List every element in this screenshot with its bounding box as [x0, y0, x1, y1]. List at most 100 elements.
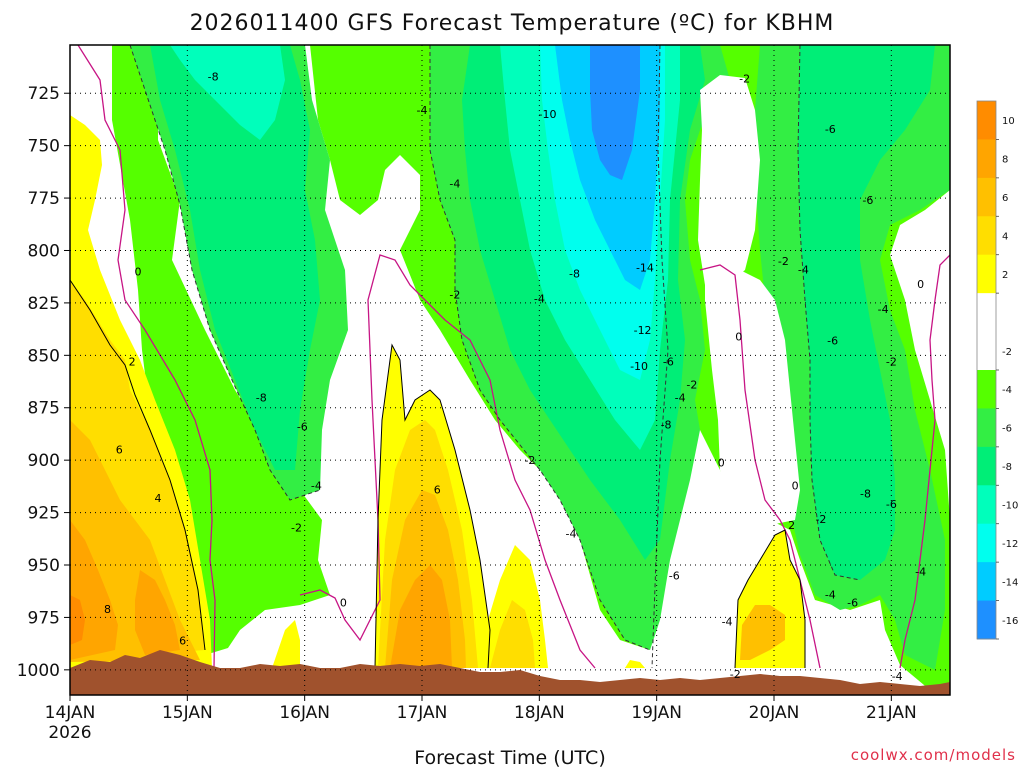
- colorbar-label: -12: [1002, 539, 1018, 550]
- colorbar-label: 2: [1002, 270, 1008, 281]
- colorbar-swatch: [977, 177, 996, 217]
- y-tick-label: 1000: [17, 661, 60, 681]
- temperature-field: [70, 45, 950, 690]
- y-tick-label: 900: [28, 451, 60, 471]
- colorbar-swatch: [977, 216, 996, 256]
- contour-label: -4: [798, 263, 809, 276]
- band-white-hole-20jan-b: [705, 265, 800, 525]
- contour-label: -2: [524, 454, 535, 467]
- band-warm-17jan-8: [390, 565, 452, 668]
- colorbar-label: -4: [1002, 385, 1012, 396]
- band-warm-16jan: [272, 620, 300, 668]
- contour-label: -4: [311, 479, 322, 492]
- x-axis-title: Forecast Time (UTC): [414, 747, 605, 768]
- y-tick-label: 800: [28, 241, 60, 261]
- colorbar-swatch: [977, 254, 996, 294]
- contour-label: 4: [155, 492, 162, 505]
- colorbar-label: -8: [1002, 462, 1012, 473]
- contour-label: -4: [417, 104, 428, 117]
- colorbar-swatch: [977, 139, 996, 179]
- contour-label: -2: [886, 356, 897, 369]
- contour-label: 2: [129, 356, 136, 369]
- x-axis: 14JAN 15JAN 16JAN 17JAN 18JAN 19JAN 20JAN 21JAN: [45, 695, 917, 723]
- colorbar-label: -14: [1002, 577, 1018, 588]
- contour-label: -6: [669, 569, 680, 582]
- y-tick-label: 750: [28, 137, 60, 157]
- contour-label: 6: [116, 444, 123, 457]
- colorbar-label: 10: [1002, 116, 1015, 127]
- isotherm-cold-dashed-a: [129, 45, 321, 501]
- contour-label: -8: [860, 488, 871, 501]
- x-tick-label: 17JAN: [397, 703, 448, 723]
- contour-label: -4: [892, 670, 903, 683]
- contour-label: -14: [636, 261, 654, 274]
- contour-label: -4: [722, 616, 733, 629]
- plot-frame: [69, 44, 951, 696]
- band-minus6-c: [798, 45, 935, 580]
- colorbar-swatch: [977, 331, 996, 371]
- y-tick-label: 950: [28, 556, 60, 576]
- contour-label: 0: [735, 330, 742, 343]
- contour-label: -2: [739, 73, 750, 86]
- contour-label: 0: [917, 278, 924, 291]
- colorbar-swatch: [977, 370, 996, 409]
- y-axis: 725 750 775 800 825 850 875 900 925 950 975 1000: [17, 84, 70, 681]
- x-year-label: 2026: [48, 723, 91, 743]
- isotherm-warm-left: [70, 279, 206, 651]
- band-warm-left-10: [70, 595, 85, 645]
- y-tick-label: 775: [28, 189, 60, 209]
- y-tick-label: 850: [28, 346, 60, 366]
- contour-label: -4: [449, 177, 460, 190]
- band-minus8-a: [170, 45, 285, 140]
- band-minus14: [590, 45, 640, 180]
- terrain: [70, 650, 950, 695]
- credit-text: coolwx.com/models: [851, 746, 1016, 764]
- contour-label: -8: [208, 70, 219, 83]
- contour-label: -2: [449, 289, 460, 302]
- contour-label: -8: [256, 391, 267, 404]
- colorbar-label: -10: [1002, 501, 1018, 512]
- band-cold-region: [112, 45, 330, 655]
- colorbar-swatch: [977, 293, 996, 333]
- contour-label: 8: [104, 603, 111, 616]
- contour-label: -10: [539, 108, 557, 121]
- contour-label: -4: [534, 293, 545, 306]
- isotherm-zero-c: [699, 264, 821, 669]
- band-warm-19jan: [625, 660, 645, 668]
- colorbar-swatch: [977, 446, 996, 486]
- band-white-hole-20jan: [698, 75, 760, 290]
- contour-label: -12: [634, 324, 652, 337]
- contour-label: -6: [847, 597, 858, 610]
- contour-label: -2: [815, 513, 826, 526]
- contour-label: -6: [827, 335, 838, 348]
- contour-label: -2: [778, 255, 789, 268]
- colorbar-label: -16: [1002, 616, 1018, 627]
- contour-label: -10: [630, 360, 648, 373]
- x-tick-label: 19JAN: [631, 703, 682, 723]
- contour-label: -2: [686, 379, 697, 392]
- contour-label: -6: [297, 421, 308, 434]
- y-tick-label: 875: [28, 399, 60, 419]
- contour-label: 6: [434, 484, 441, 497]
- contour-label: 6: [179, 634, 186, 647]
- chart-title: 2026011400 GFS Forecast Temperature (ºC)…: [190, 11, 835, 36]
- x-tick-label: 18JAN: [514, 703, 565, 723]
- x-tick-label: 15JAN: [162, 703, 213, 723]
- colorbar-swatch: [977, 562, 996, 602]
- contour-label: -4: [675, 391, 686, 404]
- x-tick-label: 16JAN: [279, 703, 330, 723]
- contour-label: 0: [792, 479, 799, 492]
- band-warm-left-8b: [135, 570, 180, 655]
- band-warm-20jan-4: [740, 605, 785, 660]
- contour-label: 2: [788, 519, 795, 532]
- contour-label: -4: [566, 528, 577, 541]
- contour-label: -8: [661, 419, 672, 432]
- y-tick-label: 825: [28, 294, 60, 314]
- contour-label: 0: [340, 597, 347, 610]
- x-tick-label: 14JAN: [45, 703, 96, 723]
- contour-label: -4: [915, 565, 926, 578]
- y-tick-label: 925: [28, 504, 60, 524]
- contour-label: -4: [878, 303, 889, 316]
- isotherm-zero-b: [299, 254, 596, 669]
